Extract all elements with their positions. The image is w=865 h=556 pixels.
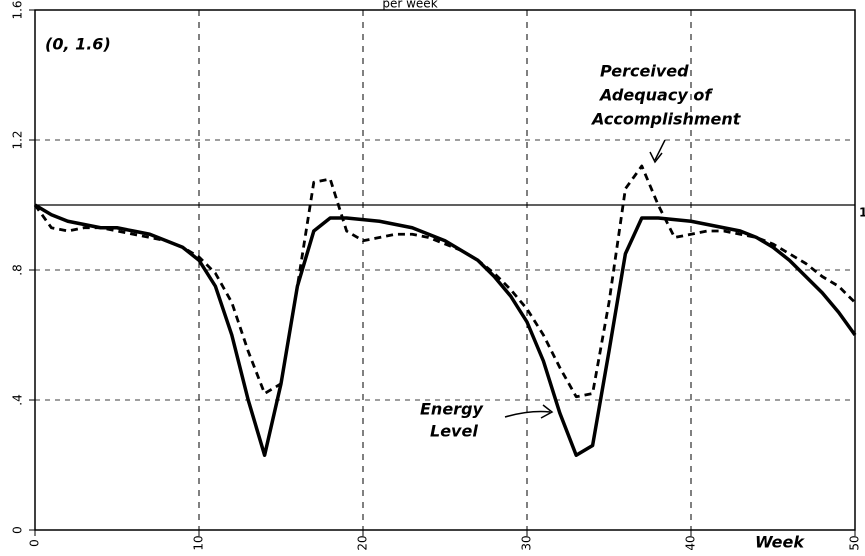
chart-title: per week (382, 0, 437, 11)
arrow (504, 410, 551, 418)
annotation: Adequacy of (598, 86, 713, 105)
y-tick-label: 0 (11, 526, 25, 534)
y-tick-label: .8 (11, 264, 25, 275)
annotation: Week (755, 533, 805, 552)
arrow-head (540, 404, 554, 419)
arrow (654, 139, 666, 161)
y-tick-label: .4 (11, 394, 25, 405)
x-tick-label: 0 (28, 539, 42, 547)
x-tick-label: 50 (848, 535, 862, 550)
y-tick-label: 1.6 (11, 0, 25, 19)
x-tick-label: 40 (684, 535, 698, 550)
series-line (33, 164, 856, 399)
y-tick-label: 1.2 (11, 130, 25, 149)
annotation: Accomplishment (590, 110, 742, 129)
reference-label: 1 (859, 206, 865, 220)
x-tick-label: 10 (192, 535, 206, 550)
annotation: (0, 1.6) (45, 35, 111, 54)
annotation: Perceived (600, 62, 689, 81)
annotation: Energy (420, 400, 484, 419)
arrow-head (649, 151, 663, 164)
x-tick-label: 20 (356, 535, 370, 550)
x-tick-label: 30 (520, 535, 534, 550)
annotation: Level (430, 422, 478, 441)
